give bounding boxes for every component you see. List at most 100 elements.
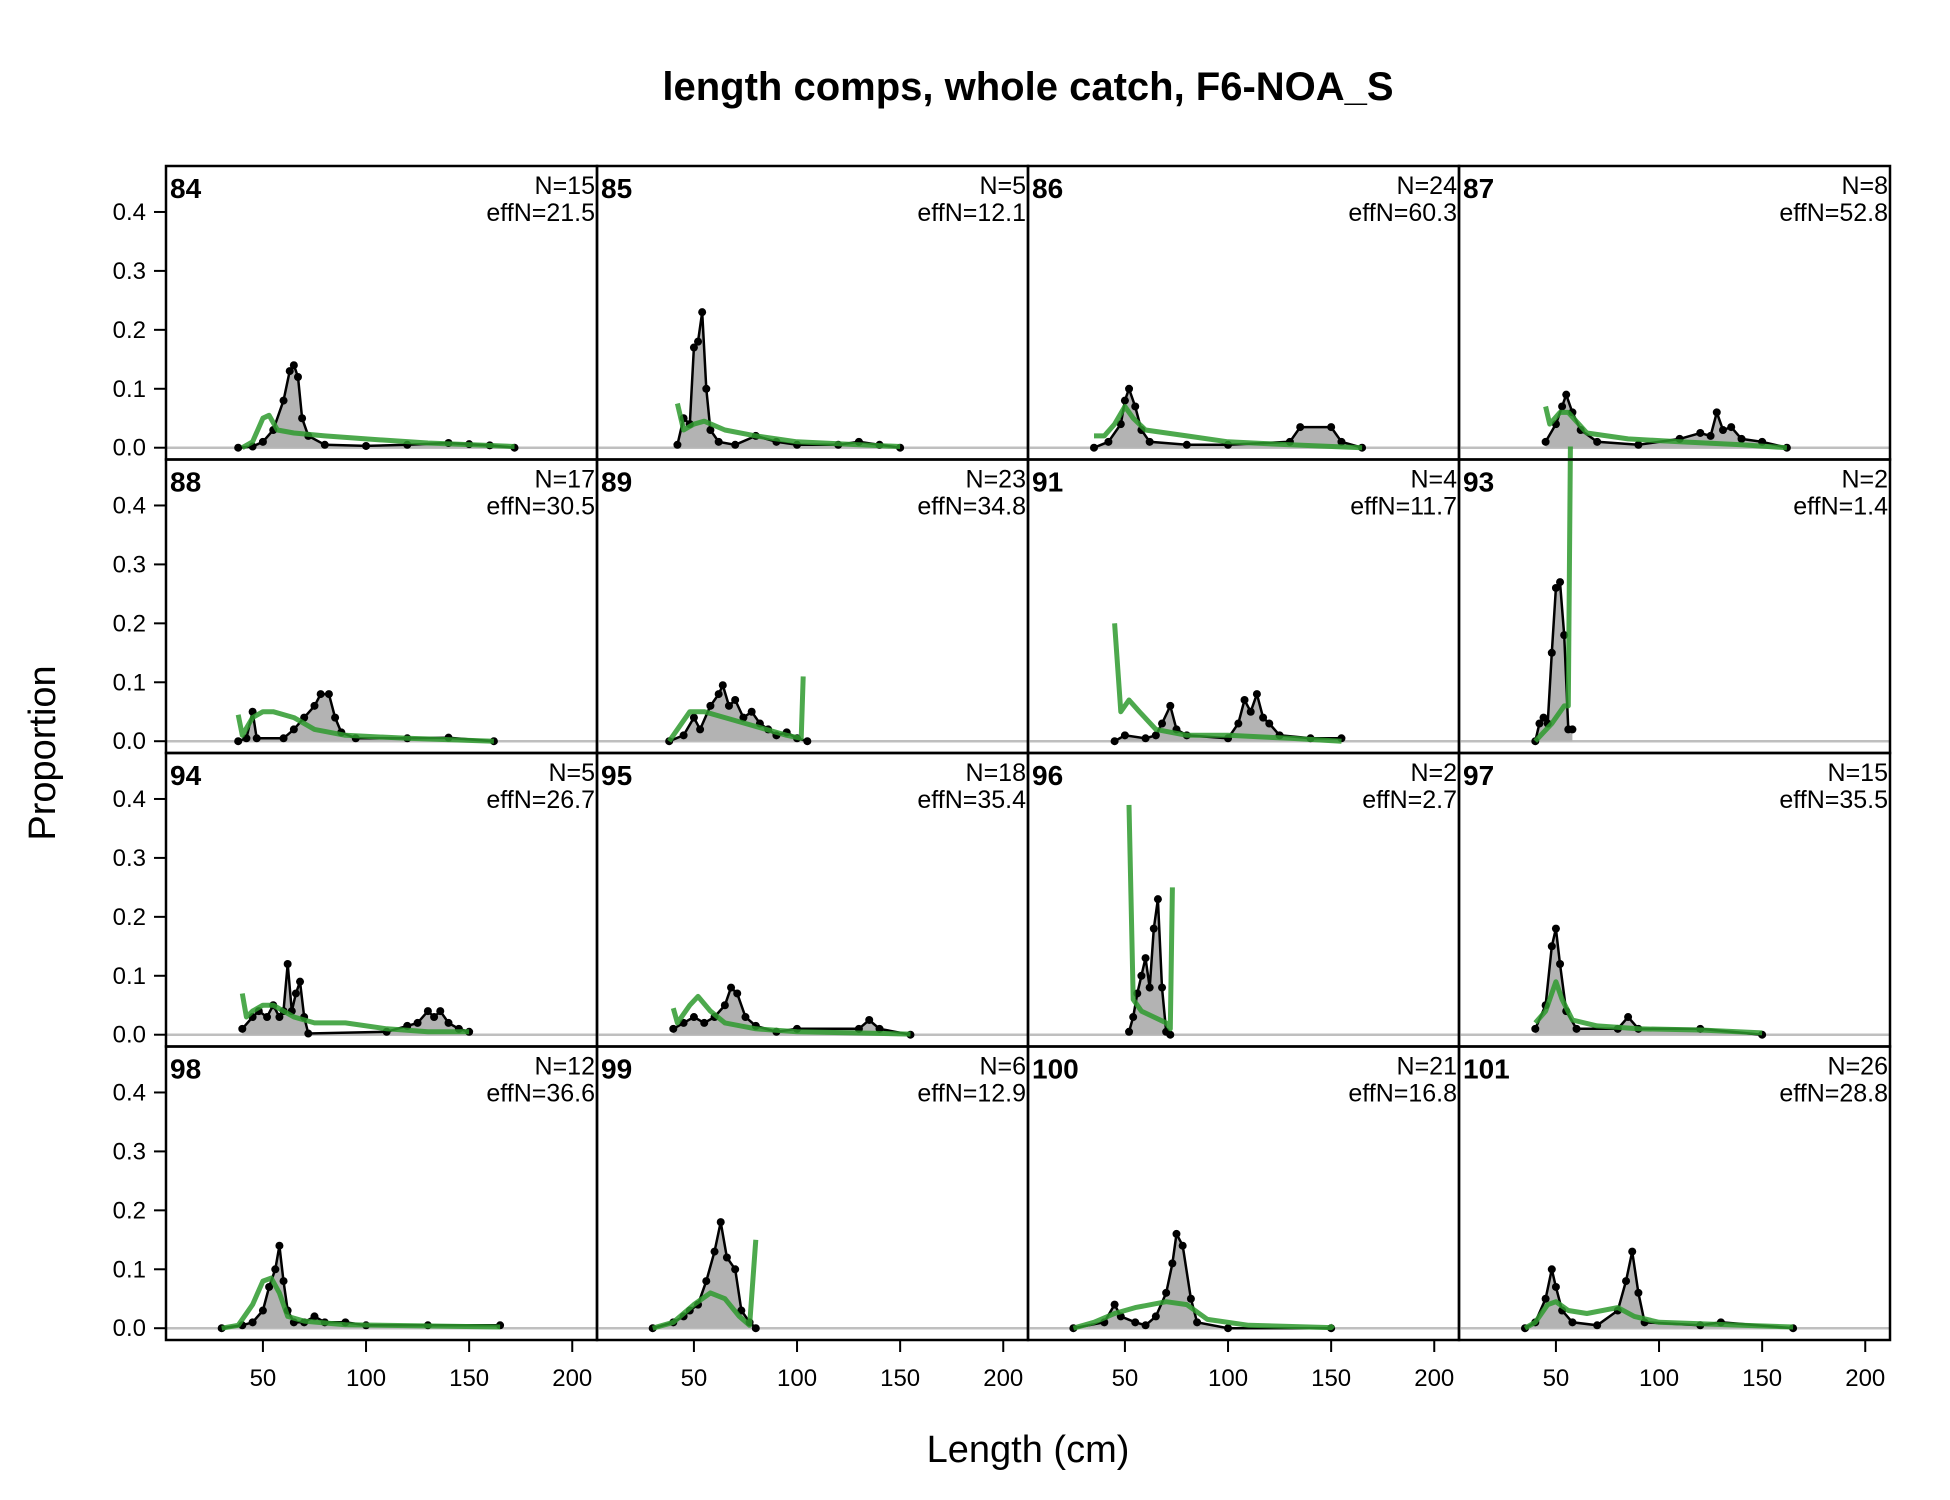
panel-n: N=5 <box>548 759 595 787</box>
observed-point <box>1541 437 1550 446</box>
observed-point <box>696 725 705 734</box>
observed-point <box>739 713 748 722</box>
panel-label: 95 <box>601 760 632 791</box>
x-tick-label: 50 <box>681 1365 708 1392</box>
y-tick-label: 0.3 <box>113 845 146 872</box>
observed-point <box>669 1024 678 1033</box>
panel-n: N=21 <box>1397 1053 1457 1081</box>
observed-area <box>1114 694 1342 742</box>
panel-n: N=6 <box>979 1053 1026 1081</box>
observed-point <box>279 396 288 405</box>
observed-point <box>430 1013 439 1022</box>
observed-point <box>751 1324 760 1333</box>
expected-line <box>239 993 470 1035</box>
observed-point <box>1120 731 1129 740</box>
observed-point <box>1696 428 1705 437</box>
y-tick-label: 0.2 <box>113 904 146 931</box>
x-tick-label: 200 <box>983 1365 1023 1392</box>
expected-line <box>1094 404 1363 451</box>
observed-point <box>1551 583 1560 592</box>
panel-effn: effN=2.7 <box>1362 786 1457 814</box>
observed-point <box>238 1024 247 1033</box>
panel-effn: effN=60.3 <box>1348 199 1457 227</box>
x-tick-label: 100 <box>777 1365 817 1392</box>
observed-point <box>293 372 302 381</box>
observed-point <box>689 1013 698 1022</box>
observed-point <box>1562 390 1571 399</box>
observed-point <box>436 1007 445 1016</box>
y-tick-label: 0.0 <box>113 435 146 462</box>
panel-label: 93 <box>1463 467 1494 498</box>
observed-point <box>1131 1318 1140 1327</box>
observed-point <box>1129 1013 1138 1022</box>
observed-point <box>1634 1288 1643 1297</box>
observed-point <box>1166 701 1175 710</box>
observed-point <box>1153 895 1162 904</box>
observed-point <box>1104 437 1113 446</box>
panel-label: 88 <box>170 467 201 498</box>
y-tick-label: 0.2 <box>113 1197 146 1224</box>
observed-point <box>706 701 715 710</box>
panel-label: 99 <box>601 1054 632 1085</box>
panel-label: 96 <box>1032 760 1063 791</box>
panel-plot-area <box>1459 446 1890 746</box>
observed-point <box>865 1015 874 1024</box>
expected-line <box>1112 623 1342 744</box>
observed-point <box>1145 437 1154 446</box>
observed-point <box>698 308 707 317</box>
panel-n: N=15 <box>535 172 595 200</box>
panel-plot-area <box>166 361 597 452</box>
panel-label: 101 <box>1463 1054 1510 1085</box>
y-tick-label: 0.1 <box>113 669 146 696</box>
observed-point <box>731 695 740 704</box>
panel-n: N=23 <box>966 466 1026 494</box>
observed-point <box>1110 1300 1119 1309</box>
panel-label: 100 <box>1032 1054 1079 1085</box>
observed-point <box>1535 719 1544 728</box>
panel-effn: effN=35.4 <box>917 786 1026 814</box>
observed-point <box>694 337 703 346</box>
observed-point <box>700 1018 709 1027</box>
panel-effn: effN=30.5 <box>486 493 595 521</box>
expected-line <box>1126 804 1175 1032</box>
panel-n: N=17 <box>535 466 595 494</box>
observed-point <box>1259 713 1268 722</box>
expected-line <box>674 402 901 449</box>
y-tick-label: 0.0 <box>113 1315 146 1342</box>
y-tick-label: 0.3 <box>113 1138 146 1165</box>
y-tick-label: 0.1 <box>113 376 146 403</box>
panel-effn: effN=1.4 <box>1793 493 1888 521</box>
panel-effn: effN=36.6 <box>486 1080 595 1108</box>
observed-point <box>1727 423 1736 432</box>
observed-point <box>1151 1312 1160 1321</box>
observed-point <box>1539 713 1548 722</box>
observed-point <box>1551 924 1560 933</box>
observed-point <box>1737 434 1746 443</box>
observed-point <box>279 1277 288 1286</box>
expected-line <box>221 1275 501 1331</box>
observed-point <box>1252 690 1261 699</box>
observed-point <box>234 443 243 452</box>
observed-point <box>423 1007 432 1016</box>
y-tick-label: 0.2 <box>113 317 146 344</box>
observed-area <box>238 365 515 448</box>
observed-point <box>296 977 305 986</box>
observed-point <box>1168 1259 1177 1268</box>
observed-point <box>702 384 711 393</box>
observed-point <box>1158 983 1167 992</box>
panel-effn: effN=28.8 <box>1779 1080 1888 1108</box>
observed-point <box>320 440 329 449</box>
observed-point <box>1149 924 1158 933</box>
observed-point <box>1141 954 1150 963</box>
observed-point <box>803 737 812 746</box>
observed-point <box>731 440 740 449</box>
